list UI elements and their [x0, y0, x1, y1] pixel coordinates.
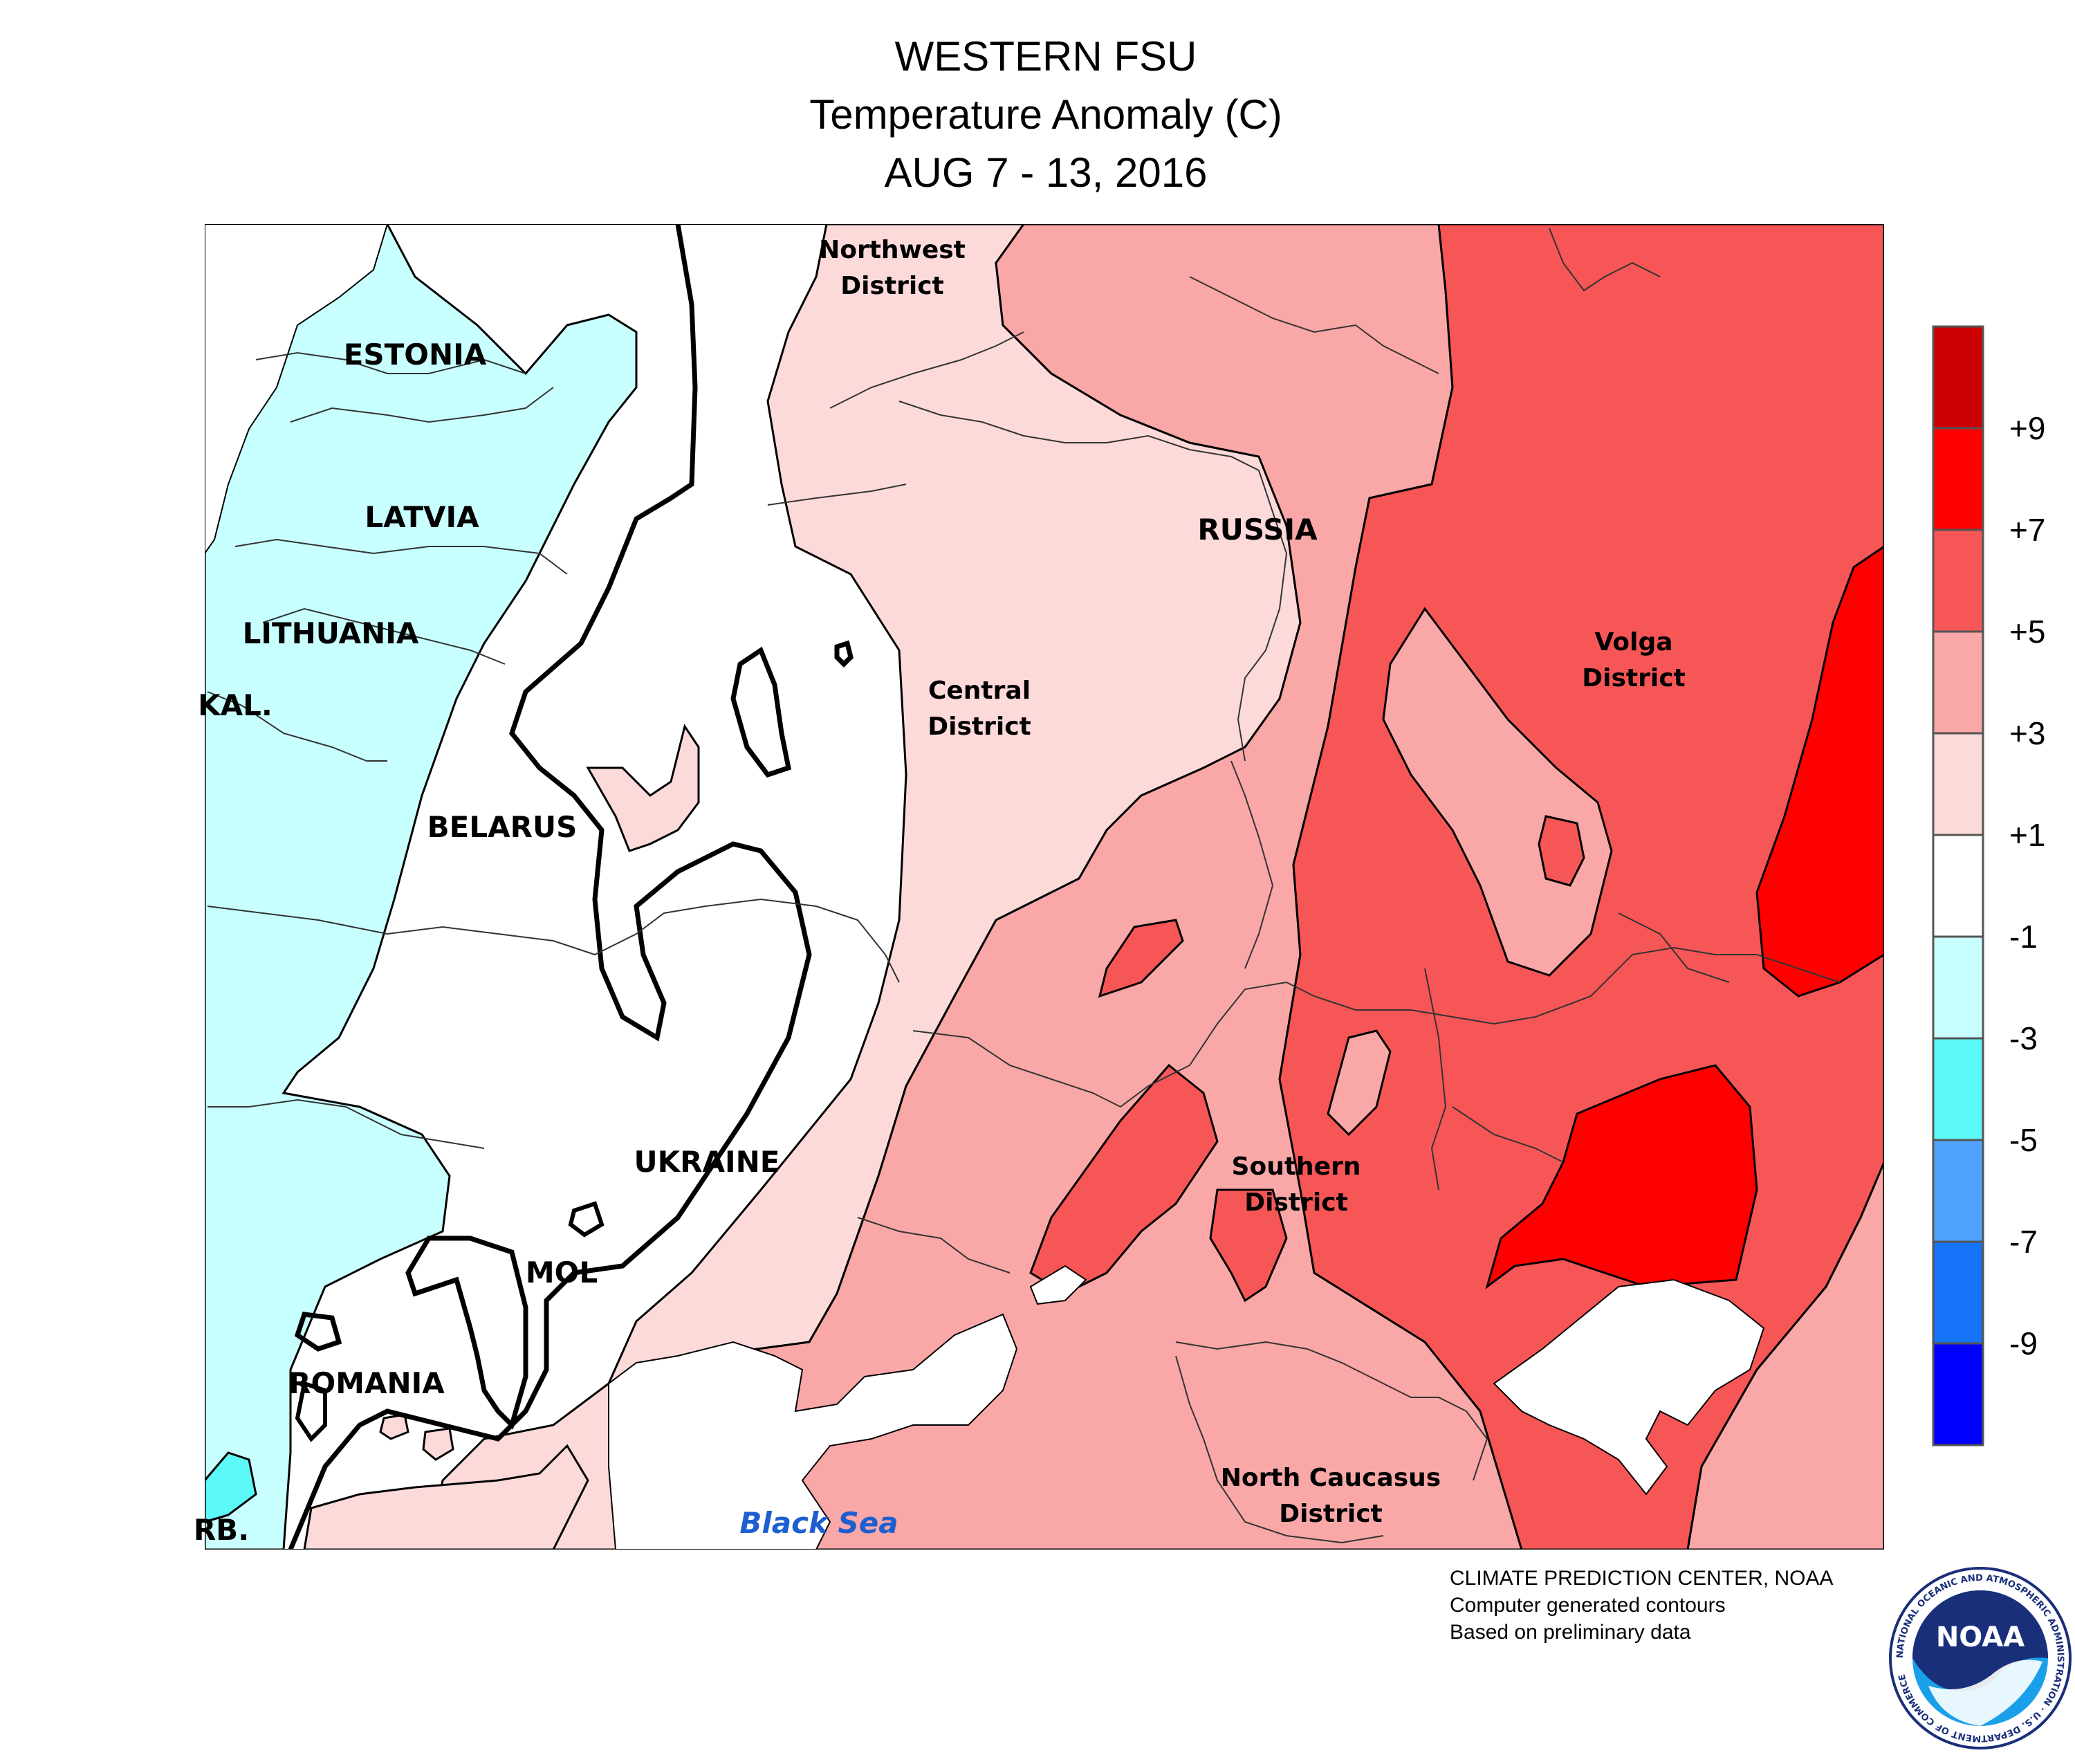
- label-central-district-2: District: [928, 713, 1031, 741]
- caspian-sea: [1493, 1278, 1765, 1496]
- legend-tick: +3: [2009, 715, 2046, 751]
- map-frame-content: [205, 224, 1884, 1550]
- map-title: WESTERN FSU Temperature Anomaly (C) AUG …: [0, 28, 2075, 202]
- legend-tick: -1: [2009, 919, 2038, 955]
- anomaly-region-1-3-romania-b: [422, 1427, 454, 1461]
- zero-contour-5: [294, 1312, 342, 1352]
- credit-method: Computer generated contours: [1450, 1594, 1726, 1617]
- credit-agency: CLIMATE PREDICTION CENTER, NOAA: [1450, 1567, 1834, 1590]
- anomaly-region-5-7-spot: [1538, 815, 1585, 887]
- zero-contour-1: [288, 224, 812, 1550]
- zero-contour-2: [730, 646, 792, 778]
- title-date-range: AUG 7 - 13, 2016: [884, 149, 1208, 196]
- legend-tick: -3: [2009, 1020, 2038, 1056]
- label-volga-district-2: District: [1582, 664, 1686, 692]
- label-northwest-district-2: District: [840, 272, 944, 300]
- label-lithuania: LITHUANIA: [243, 616, 419, 650]
- anomaly-region-5-7-central: [1098, 919, 1184, 998]
- legend-tick: +1: [2009, 817, 2046, 853]
- legend-swatch-below-minus9: [1932, 1342, 1984, 1446]
- legend-swatch-minus5-minus7: [1932, 1139, 1984, 1243]
- label-southern-district-2: District: [1244, 1188, 1348, 1217]
- legend-colorbar: [1932, 325, 1984, 1446]
- label-volga-district-1: Volga: [1594, 628, 1672, 656]
- anomaly-region-7-9-east: [1755, 545, 1884, 998]
- anomaly-region-cold-serbia: [205, 1451, 257, 1523]
- zero-contour-4: [405, 1235, 528, 1430]
- black-sea: [608, 1313, 1018, 1550]
- credit-block: CLIMATE PREDICTION CENTER, NOAA Computer…: [1450, 1565, 1834, 1646]
- label-moldova: MOL: [526, 1256, 598, 1289]
- label-belarus: BELARUS: [427, 810, 578, 844]
- label-kaliningrad: KAL.: [198, 688, 273, 722]
- legend-tick: +7: [2009, 512, 2046, 548]
- anomaly-region-3-5-volga-island: [1382, 607, 1613, 977]
- admin-boundaries: [207, 228, 1841, 1544]
- label-serbia: RB.: [194, 1513, 249, 1547]
- legend-swatch-7-9: [1932, 427, 1984, 531]
- legend-swatch-minus3-minus5: [1932, 1037, 1984, 1141]
- zero-contour-3: [834, 640, 854, 668]
- anomaly-region-5-7-southern-finger: [1209, 1188, 1288, 1303]
- anomaly-region-1-3-southwest: [303, 1444, 589, 1550]
- label-ukraine: UKRAINE: [634, 1145, 780, 1179]
- legend-swatch-5-7: [1932, 529, 1984, 633]
- label-north-caucasus-district-2: District: [1279, 1500, 1383, 1528]
- label-central-district-1: Central: [928, 677, 1031, 705]
- zero-contour-7: [568, 1201, 605, 1238]
- legend-tick: -5: [2009, 1122, 2038, 1158]
- label-russia: RUSSIA: [1197, 513, 1318, 546]
- label-black-sea: Black Sea: [739, 1506, 898, 1540]
- anomaly-region-1-3-belarus: [586, 724, 700, 852]
- title-variable: Temperature Anomaly (C): [809, 91, 1282, 138]
- sea-of-azov: [1029, 1265, 1087, 1305]
- label-latvia: LATVIA: [365, 500, 479, 534]
- legend-tick: -9: [2009, 1325, 2038, 1361]
- label-north-caucasus-district-1: North Caucasus: [1221, 1464, 1441, 1492]
- anomaly-region-5-7-south: [1029, 1063, 1219, 1295]
- label-estonia: ESTONIA: [344, 338, 487, 371]
- legend-swatch-above-9: [1932, 325, 1984, 430]
- legend-swatch-1-3: [1932, 732, 1984, 836]
- legend-swatch-neutral: [1932, 834, 1984, 938]
- label-romania: ROMANIA: [288, 1366, 445, 1400]
- baltic-sea: [205, 224, 389, 555]
- label-southern-district-1: Southern: [1232, 1152, 1361, 1181]
- legend-swatch-3-5: [1932, 630, 1984, 735]
- zero-contour-6: [295, 1381, 327, 1442]
- legend-tick: -7: [2009, 1224, 2038, 1260]
- credit-data-note: Based on preliminary data: [1450, 1621, 1691, 1644]
- legend-tick: +5: [2009, 614, 2046, 650]
- legend-swatch-minus1-minus3: [1932, 935, 1984, 1040]
- anomaly-region-cold-west: [205, 224, 638, 1550]
- title-region: WESTERN FSU: [894, 33, 1197, 80]
- anomaly-region-7-9-southeast: [1485, 1064, 1758, 1289]
- logo-text: NOAA: [1936, 1621, 2025, 1653]
- legend-swatch-minus7-minus9: [1932, 1240, 1984, 1345]
- legend-tick: +9: [2009, 410, 2046, 446]
- noaa-logo: NATIONAL OCEANIC AND ATMOSPHERIC ADMINIS…: [1889, 1567, 2072, 1749]
- label-northwest-district-1: Northwest: [819, 236, 966, 264]
- map-labels: ESTONIA LATVIA LITHUANIA KAL. BELARUS UK…: [194, 236, 1686, 1547]
- anomaly-region-3-5-southern-spot: [1327, 1029, 1392, 1137]
